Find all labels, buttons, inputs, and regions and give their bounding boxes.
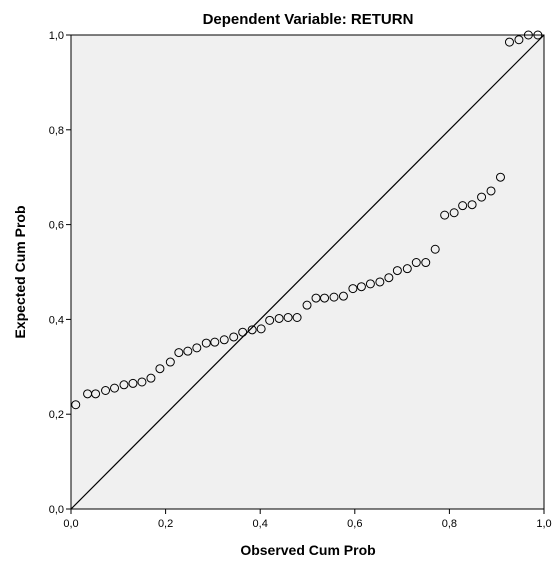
data-point xyxy=(128,378,138,388)
data-point xyxy=(71,400,81,410)
data-point xyxy=(155,364,165,374)
axis-ticks: 0,0 0,2 0,4 0,6 0,8 1,0 0,0 0,2 0,4 0,6 0,8 1,0 xyxy=(49,30,552,530)
data-point xyxy=(392,266,402,276)
data-point xyxy=(292,313,302,323)
x-tick-label: 0,0 xyxy=(63,518,78,530)
data-point xyxy=(311,293,321,303)
reference-diagonal-line xyxy=(70,34,545,510)
x-tick-label: 1,0 xyxy=(536,518,551,530)
data-point xyxy=(119,380,129,390)
data-point xyxy=(165,357,175,367)
data-point xyxy=(514,35,524,45)
x-tick-label: 0,6 xyxy=(347,518,362,530)
data-point xyxy=(265,315,275,325)
data-point xyxy=(256,324,266,334)
data-point xyxy=(449,208,459,218)
y-tick-label: 0,8 xyxy=(49,125,64,137)
data-point xyxy=(274,313,284,323)
data-point xyxy=(384,273,394,283)
y-axis-title: Expected Cum Prob xyxy=(12,205,28,338)
data-point xyxy=(486,186,496,196)
data-points xyxy=(71,30,543,410)
data-point xyxy=(365,279,375,289)
data-point xyxy=(302,300,312,310)
data-point xyxy=(504,37,514,47)
x-tick-label: 0,4 xyxy=(253,518,268,530)
data-point xyxy=(348,284,358,294)
data-point xyxy=(375,277,385,287)
data-point xyxy=(238,327,248,337)
y-tick-label: 0,2 xyxy=(49,409,64,421)
data-point xyxy=(110,383,120,393)
data-point xyxy=(338,291,348,301)
data-point xyxy=(421,258,431,268)
data-point xyxy=(467,200,477,210)
data-point xyxy=(458,201,468,211)
data-point xyxy=(320,293,330,303)
data-point xyxy=(219,335,229,345)
x-axis-title: Observed Cum Prob xyxy=(240,542,375,558)
data-point xyxy=(91,389,101,399)
data-point xyxy=(183,346,193,356)
data-point xyxy=(402,264,412,274)
data-point xyxy=(146,373,156,383)
data-point xyxy=(283,313,293,323)
data-point xyxy=(477,192,487,202)
data-point xyxy=(440,210,450,220)
data-point xyxy=(247,325,257,335)
y-tick-label: 0,4 xyxy=(49,314,64,326)
data-point xyxy=(210,337,220,347)
y-tick-label: 0,0 xyxy=(49,504,64,516)
data-point xyxy=(201,338,211,348)
data-point xyxy=(174,348,184,358)
data-point xyxy=(495,172,505,182)
data-point xyxy=(329,292,339,302)
data-point xyxy=(523,30,533,40)
chart-title: Dependent Variable: RETURN xyxy=(203,11,414,28)
x-tick-label: 0,8 xyxy=(442,518,457,530)
data-point xyxy=(430,244,440,254)
y-tick-label: 0,6 xyxy=(49,220,64,232)
y-tick-label: 1,0 xyxy=(49,30,64,42)
data-point xyxy=(411,258,421,268)
data-point xyxy=(137,377,147,387)
data-point xyxy=(192,343,202,353)
data-point xyxy=(101,386,111,395)
x-tick-label: 0,2 xyxy=(158,518,173,530)
data-point xyxy=(533,30,543,40)
data-point xyxy=(356,282,366,292)
data-point xyxy=(229,332,239,342)
